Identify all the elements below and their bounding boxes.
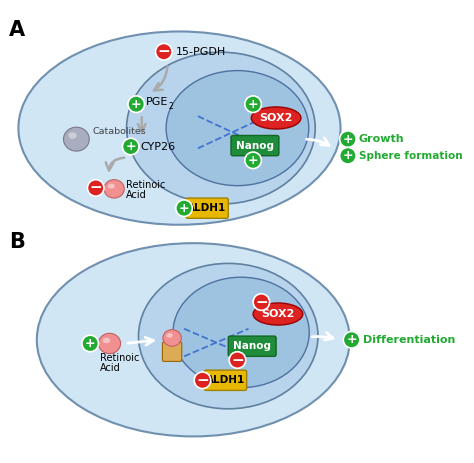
Text: −: − bbox=[255, 294, 268, 310]
Circle shape bbox=[343, 332, 360, 348]
Ellipse shape bbox=[108, 183, 115, 188]
FancyBboxPatch shape bbox=[163, 342, 182, 362]
Circle shape bbox=[245, 96, 261, 113]
Text: PGE: PGE bbox=[146, 97, 169, 107]
Text: Nanog: Nanog bbox=[233, 341, 271, 351]
Text: Catabolites: Catabolites bbox=[92, 127, 146, 136]
Circle shape bbox=[194, 372, 211, 388]
Text: Retinoic: Retinoic bbox=[126, 180, 165, 190]
Text: 2: 2 bbox=[168, 102, 173, 112]
FancyBboxPatch shape bbox=[228, 336, 276, 357]
Text: ALDH1: ALDH1 bbox=[206, 375, 245, 385]
Ellipse shape bbox=[99, 333, 120, 354]
Ellipse shape bbox=[64, 127, 89, 151]
Text: SOX2: SOX2 bbox=[259, 113, 293, 123]
Ellipse shape bbox=[163, 330, 182, 346]
Circle shape bbox=[229, 352, 246, 369]
Text: +: + bbox=[179, 202, 190, 215]
Circle shape bbox=[155, 44, 172, 60]
Text: Nanog: Nanog bbox=[236, 141, 274, 150]
Ellipse shape bbox=[68, 132, 77, 139]
Text: Growth: Growth bbox=[359, 134, 404, 144]
Circle shape bbox=[339, 147, 356, 164]
Ellipse shape bbox=[173, 277, 309, 388]
Ellipse shape bbox=[166, 333, 173, 338]
Circle shape bbox=[87, 180, 104, 196]
Text: +: + bbox=[248, 98, 258, 111]
Ellipse shape bbox=[102, 338, 110, 343]
Ellipse shape bbox=[127, 52, 315, 204]
Text: −: − bbox=[89, 181, 102, 195]
Text: SOX2: SOX2 bbox=[261, 309, 295, 319]
Circle shape bbox=[176, 200, 192, 217]
Circle shape bbox=[253, 294, 270, 310]
Text: +: + bbox=[85, 337, 95, 350]
Circle shape bbox=[128, 96, 145, 113]
Ellipse shape bbox=[166, 70, 309, 186]
Text: +: + bbox=[343, 149, 353, 162]
FancyBboxPatch shape bbox=[186, 198, 228, 219]
Ellipse shape bbox=[104, 180, 124, 198]
Text: 15-PGDH: 15-PGDH bbox=[176, 47, 226, 57]
Text: +: + bbox=[126, 140, 136, 153]
Text: CYP26: CYP26 bbox=[141, 142, 176, 151]
Circle shape bbox=[82, 335, 99, 352]
Text: Acid: Acid bbox=[126, 190, 147, 200]
Ellipse shape bbox=[138, 263, 318, 409]
Ellipse shape bbox=[37, 243, 350, 437]
Text: −: − bbox=[231, 352, 244, 368]
Text: Retinoic: Retinoic bbox=[100, 353, 140, 363]
Text: +: + bbox=[346, 333, 357, 346]
Text: Differentiation: Differentiation bbox=[363, 335, 455, 345]
Circle shape bbox=[122, 138, 139, 155]
Text: A: A bbox=[9, 20, 25, 40]
Text: Acid: Acid bbox=[100, 363, 121, 373]
Text: −: − bbox=[157, 44, 170, 59]
Ellipse shape bbox=[251, 107, 301, 129]
Text: +: + bbox=[343, 133, 353, 146]
Circle shape bbox=[339, 131, 356, 147]
Text: +: + bbox=[248, 154, 258, 167]
Text: B: B bbox=[9, 232, 25, 252]
Text: +: + bbox=[131, 98, 142, 111]
Ellipse shape bbox=[253, 303, 303, 325]
FancyBboxPatch shape bbox=[231, 136, 279, 156]
Text: Sphere formation: Sphere formation bbox=[359, 151, 463, 161]
Ellipse shape bbox=[18, 31, 340, 225]
Text: −: − bbox=[196, 373, 209, 388]
Text: ALDH1: ALDH1 bbox=[187, 203, 227, 213]
Circle shape bbox=[245, 152, 261, 169]
FancyBboxPatch shape bbox=[204, 370, 246, 390]
